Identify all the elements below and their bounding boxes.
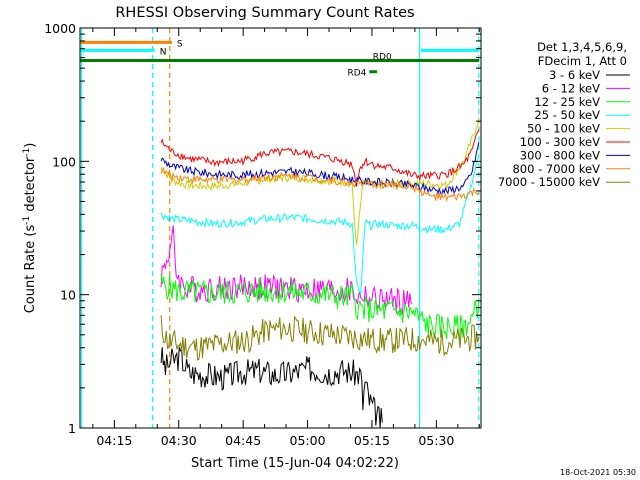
legend-header-1: Det 1,3,4,5,6,9, bbox=[537, 40, 627, 54]
series-line-2 bbox=[160, 225, 413, 315]
x-tick-label-4: 05:00 bbox=[290, 433, 326, 448]
x-tick-label-1: 04:15 bbox=[96, 433, 132, 448]
x-axis-ticks: 04:15 04:30 04:45 05:00 05:15 05:30 bbox=[92, 28, 480, 448]
x-tick-label-5: 05:15 bbox=[354, 433, 390, 448]
series-line-6 bbox=[160, 128, 480, 187]
data-series bbox=[160, 118, 480, 429]
y-axis-label-mid: detector bbox=[23, 156, 38, 216]
chart-title: RHESSI Observing Summary Count Rates bbox=[115, 5, 414, 21]
flag-label-rd4: RD4 bbox=[347, 69, 366, 79]
x-tick-label-3: 04:45 bbox=[225, 433, 261, 448]
legend: Det 1,3,4,5,6,9, FDecim 1, Att 0 3 - 6 k… bbox=[498, 40, 630, 189]
flag-label-s: S bbox=[177, 39, 183, 49]
legend-label-3: 12 - 25 keV bbox=[534, 95, 600, 109]
y-axis-label-prefix: Count Rate (s bbox=[23, 225, 38, 314]
flag-label-rd0: RD0 bbox=[373, 53, 392, 63]
legend-label-1: 3 - 6 keV bbox=[549, 68, 600, 82]
series-line-3 bbox=[160, 273, 480, 341]
legend-label-6: 100 - 300 keV bbox=[520, 135, 600, 149]
legend-label-2: 6 - 12 keV bbox=[542, 81, 600, 95]
y-axis-label-sup: -1 bbox=[22, 216, 32, 225]
legend-label-4: 25 - 50 keV bbox=[534, 108, 600, 122]
y-tick-label-2: 10 bbox=[60, 288, 76, 303]
y-axis-label: Count Rate (s-1 detector-1) bbox=[22, 143, 38, 314]
series-line-5 bbox=[160, 118, 480, 245]
y-tick-label-3: 100 bbox=[52, 154, 76, 169]
flag-bars: SN RD0 RD4 bbox=[80, 39, 480, 79]
legend-label-5: 50 - 100 keV bbox=[527, 122, 600, 136]
y-axis-ticks: 1 10 100 1000 bbox=[44, 21, 481, 436]
vertical-markers bbox=[81, 28, 480, 428]
legend-label-7: 300 - 800 keV bbox=[520, 148, 600, 162]
flag-label-n: N bbox=[160, 47, 167, 57]
legend-header-2: FDecim 1, Att 0 bbox=[538, 54, 627, 68]
y-axis-label-sup-2: -1 bbox=[22, 148, 32, 157]
timestamp: 18-Oct-2021 05:30 bbox=[560, 468, 636, 477]
y-axis-label-suffix: ) bbox=[23, 143, 38, 148]
legend-label-8: 800 - 7000 keV bbox=[512, 162, 600, 176]
series-line-9 bbox=[160, 315, 480, 361]
legend-label-9: 7000 - 15000 keV bbox=[498, 175, 600, 189]
x-tick-label-2: 04:30 bbox=[161, 433, 197, 448]
series-line-1 bbox=[160, 346, 383, 429]
series-line-4 bbox=[160, 155, 480, 295]
series-line-8 bbox=[160, 166, 480, 202]
plot-frame bbox=[79, 27, 482, 429]
x-axis-label: Start Time (15-Jun-04 04:02:22) bbox=[191, 456, 399, 471]
y-tick-label-1: 1 bbox=[68, 421, 76, 436]
y-tick-label-4: 1000 bbox=[44, 21, 76, 36]
x-tick-label-6: 05:30 bbox=[418, 433, 454, 448]
series-line-7 bbox=[160, 141, 480, 196]
